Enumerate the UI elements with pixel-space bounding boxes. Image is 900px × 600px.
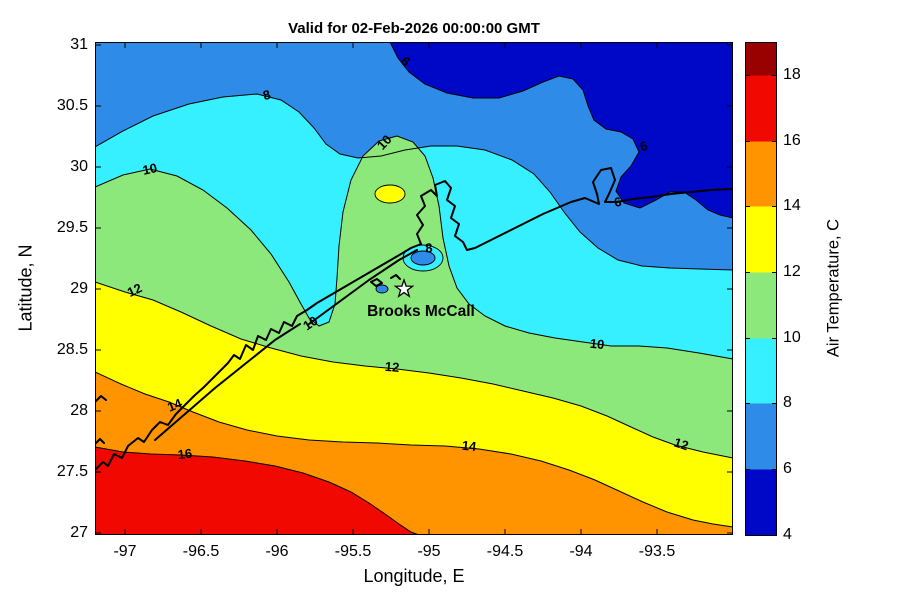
colorbar-segment: [745, 75, 777, 142]
colorbar: [745, 42, 777, 536]
colorbar-segment: [745, 403, 777, 470]
contour-label: 14: [461, 438, 478, 455]
x-tick-label: -95.5: [334, 543, 372, 560]
x-tick-label: -94.5: [486, 543, 524, 560]
coastline: [308, 249, 418, 325]
y-tick-label: 29: [70, 280, 88, 297]
contour-label: 6: [613, 194, 623, 210]
colorbar-tick-label: 16: [783, 132, 801, 149]
colorbar-tick-label: 4: [783, 526, 792, 543]
y-tick-label: 27.5: [56, 463, 88, 480]
x-tick-label: -96.5: [182, 543, 220, 560]
y-tick-label: 27: [70, 524, 88, 541]
coastline: [95, 438, 105, 445]
colorbar-segment: [745, 141, 777, 207]
colorbar-segment: [745, 338, 777, 404]
contour-line-6: [389, 42, 733, 219]
coastline: [95, 395, 107, 403]
colorbar-segment: [745, 206, 777, 273]
coastline: [370, 278, 383, 287]
station-label: Brooks McCall: [367, 303, 475, 320]
colorbar-segment: [745, 469, 777, 536]
contour-label: 10: [141, 160, 158, 178]
y-tick-label: 31: [70, 36, 88, 53]
cold-spot-inner-8: [410, 250, 436, 266]
y-tick-label: 28.5: [56, 341, 88, 358]
band-16-18: [95, 447, 419, 535]
y-tick-label: 30.5: [56, 97, 88, 114]
colorbar-tick-label: 12: [783, 263, 801, 280]
contour-line-12: [95, 281, 733, 459]
contour-label: 12: [125, 280, 145, 300]
plot-border: [95, 42, 733, 535]
station-marker-star: [393, 278, 415, 298]
contour-line-16: [95, 446, 420, 535]
colorbar-tick-label: 14: [783, 197, 801, 214]
y-tick-label: 28: [70, 402, 88, 419]
contour-label: 12: [384, 359, 400, 375]
contour-label: 14: [165, 395, 185, 415]
x-axis-label: Longitude, E: [363, 566, 465, 586]
y-tick-label: 29.5: [56, 219, 88, 236]
plot-title: Valid for 02-Feb-2026 00:00:00 GMT: [288, 20, 540, 37]
contour-label: 12: [672, 435, 690, 454]
cold-dot: [375, 284, 389, 294]
colorbar-segment: [745, 42, 777, 76]
warm-spot-12: [374, 184, 406, 204]
colorbar-label: Air Temperature, C: [824, 218, 843, 358]
y-tick-label: 30: [70, 158, 88, 175]
coastline: [95, 167, 733, 471]
contour-line-10: [95, 135, 733, 360]
contour-label: 16: [177, 446, 193, 463]
x-tick-label: -96: [265, 543, 289, 560]
x-tick-label: -93.5: [638, 543, 676, 560]
coastline: [390, 274, 401, 280]
coastline: [154, 323, 301, 441]
contour-label: 10: [300, 313, 320, 334]
x-tick-label: -97: [113, 543, 137, 560]
contour-label: 8: [261, 87, 272, 103]
colorbar-tick-label: 6: [783, 460, 792, 477]
contour-label: 6: [638, 138, 649, 154]
colorbar-tick-label: 8: [783, 394, 792, 411]
x-tick-label: -95: [417, 543, 441, 560]
contour-label: 8: [425, 240, 434, 256]
band-4-6: [390, 42, 733, 218]
colorbar-segment: [745, 272, 777, 339]
colorbar-tick-label: 10: [783, 329, 801, 346]
colorbar-border: [745, 42, 777, 536]
colorbar-tick-label: 18: [783, 66, 801, 83]
x-tick-label: -94: [569, 543, 593, 560]
contour-label: 10: [589, 336, 605, 352]
